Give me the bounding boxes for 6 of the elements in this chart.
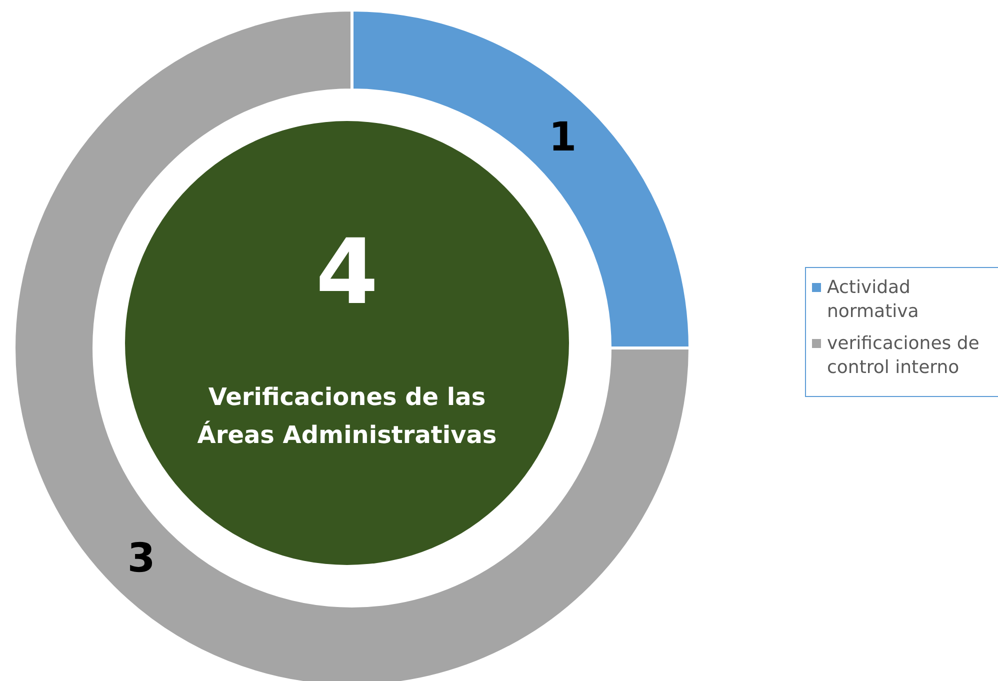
- legend-label: verificaciones de control interno: [827, 332, 980, 380]
- legend-label: Actividad normativa: [827, 276, 920, 324]
- text: 4: [316, 220, 378, 325]
- text: Verificaciones de las Áreas Administrativas: [197, 383, 497, 449]
- data-label: 1: [548, 114, 577, 160]
- data-label: 3: [127, 536, 156, 582]
